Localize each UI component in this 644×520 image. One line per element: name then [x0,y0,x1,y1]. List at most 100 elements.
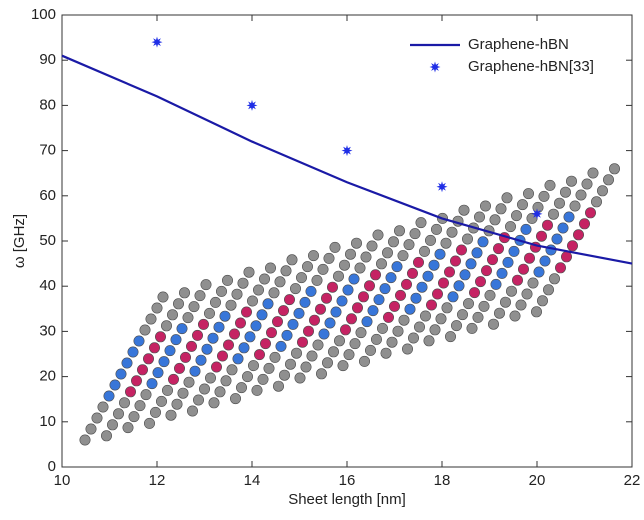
molecule-atom [566,240,578,252]
molecule-atom [541,219,553,231]
molecule-atom [458,204,470,216]
molecule-atom [243,266,255,278]
molecule-atom [449,255,461,267]
molecule-atom [268,287,280,299]
molecule-atom [520,223,532,235]
molecule-atom [584,207,596,219]
x-axis-label: Sheet length [nm] [288,491,406,508]
molecule-atom [505,285,517,297]
molecule-atom [152,367,164,379]
molecule-atom [443,266,455,278]
molecule-atom [429,324,441,336]
molecule-atom [587,167,599,179]
molecule-atom [521,288,533,300]
molecule-atom [349,338,361,350]
molecule-atom [565,175,577,187]
molecule-atom [539,255,551,267]
molecule-atom [250,320,262,332]
molecule-atom [380,347,392,359]
molecule-atom [468,287,480,299]
molecule-atom [479,200,491,212]
legend-label: Graphene-hBN [468,36,569,53]
molecule-atom [214,386,226,398]
molecule-atom [375,258,387,270]
molecule-atom [262,298,274,310]
molecule-atom [101,430,113,442]
molecule-atom [244,331,256,343]
y-tick-label: 80 [39,96,56,113]
molecule-atom [318,328,330,340]
molecule-atom [177,387,189,399]
molecule-atom [257,373,269,385]
molecule-atom [388,300,400,312]
molecule-atom [459,269,471,281]
molecule-atom [294,372,306,384]
molecule-atom [278,369,290,381]
molecule-atom [366,240,378,252]
molecule-atom [186,340,198,352]
molecule-atom [170,334,182,346]
x-tick-label: 20 [529,472,546,489]
molecule-atom [392,325,404,337]
molecule-atom [487,318,499,330]
molecule-atom [440,237,452,249]
molecule-atom [446,226,458,238]
molecule-atom [437,277,449,289]
molecule-atom [187,405,199,417]
molecule-atom [386,336,398,348]
molecule-atom [379,283,391,295]
x-tick-label: 22 [624,472,641,489]
molecule-atom [287,318,299,330]
molecule-atom [590,196,602,208]
molecule-atom [248,360,260,372]
molecule-atom [180,351,192,363]
molecule-atom [127,346,139,358]
molecule-atom [466,322,478,334]
molecule-atom [393,225,405,237]
molecule-atom [425,299,437,311]
molecule-atom [290,347,302,359]
molecule-atom [530,306,542,318]
molecule-atom [194,290,206,302]
molecule-atom [423,335,435,347]
molecule-atom [523,252,535,264]
molecule-atom [306,350,318,362]
molecule-atom [259,338,271,350]
molecule-atom [146,378,158,390]
molecule-atom [404,303,416,315]
molecule-atom [189,365,201,377]
molecule-atom [354,262,366,274]
molecule-atom [444,331,456,343]
molecule-atom [208,397,220,409]
molecule-atom [263,362,275,374]
molecule-atom [299,296,311,308]
molecule-atom [551,233,563,245]
molecule-atom [416,281,428,293]
molecule-atom [333,335,345,347]
molecule-atom [103,390,115,402]
molecule-atom [274,276,286,288]
molecule-atom [305,285,317,297]
molecule-atom [456,309,468,321]
molecule-atom [167,309,179,321]
molecule-atom [119,397,131,409]
molecule-atom [314,303,326,315]
x-tick-label: 18 [434,472,451,489]
molecule-atom [237,277,249,289]
molecule-atom [345,313,357,325]
molecule-atom [311,274,323,286]
molecule-atom [238,342,250,354]
molecule-atom [559,186,571,198]
molecule-atom [338,259,350,271]
molecule-atom [207,332,219,344]
molecule-atom [569,200,581,212]
molecule-atom [156,395,168,407]
molecule-atom [225,299,237,311]
molecule-atom [269,351,281,363]
molecule-atom [329,241,341,253]
molecule-atom [501,192,513,204]
molecule-atom [213,321,225,333]
molecule-atom [522,188,534,200]
y-tick-label: 20 [39,368,56,385]
molecule-atom [122,422,134,434]
